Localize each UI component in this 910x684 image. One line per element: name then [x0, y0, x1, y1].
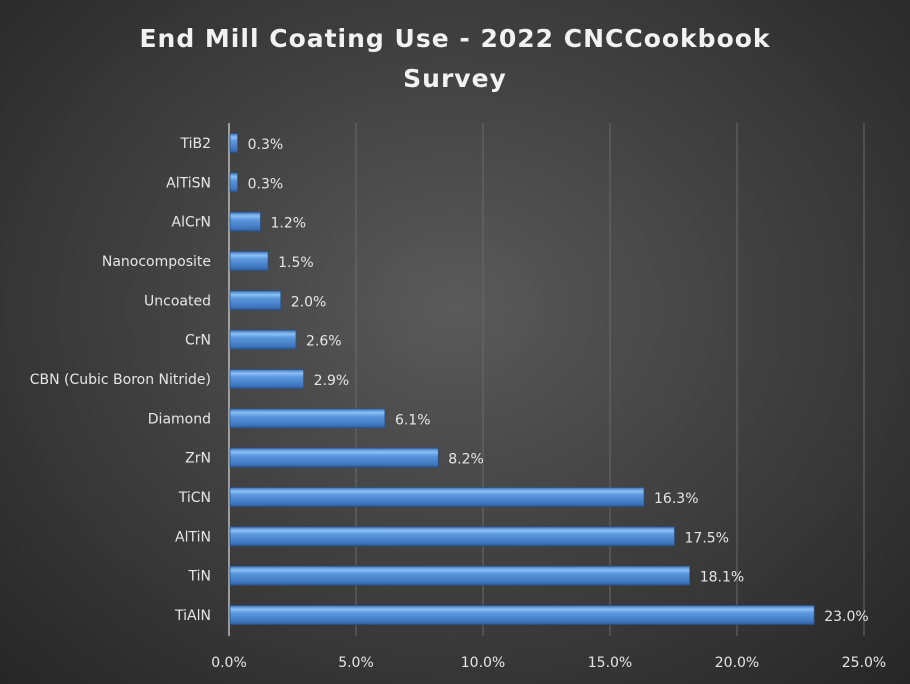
bar — [229, 172, 239, 193]
bar — [229, 605, 815, 625]
data-label: 16.3% — [654, 491, 698, 507]
category-label: Nanocomposite — [102, 254, 211, 270]
category-label: AlTiN — [175, 529, 211, 545]
bar — [229, 133, 239, 153]
data-label: 0.3% — [248, 137, 284, 153]
data-label: 18.1% — [700, 570, 744, 586]
data-label: 2.9% — [314, 373, 350, 389]
bar — [229, 526, 675, 547]
bar — [229, 447, 439, 468]
bar — [229, 369, 305, 389]
x-tick-label: 5.0% — [338, 655, 374, 671]
bar — [229, 329, 297, 350]
category-label: ZrN — [185, 451, 211, 467]
data-label: 6.1% — [395, 412, 431, 428]
bar — [229, 290, 282, 311]
category-label: AlCrN — [172, 215, 211, 231]
category-label: TiN — [188, 569, 211, 585]
category-label: CBN (Cubic Boron Nitride) — [30, 372, 211, 388]
category-label: AlTiSN — [166, 175, 211, 191]
category-label: TiCN — [178, 490, 211, 506]
bar — [229, 408, 386, 429]
category-label: TiAlN — [174, 608, 211, 624]
bar — [229, 565, 691, 586]
bar — [229, 487, 645, 507]
data-label: 23.0% — [824, 609, 868, 625]
x-tick-label: 15.0% — [588, 655, 632, 671]
data-label: 1.2% — [270, 216, 306, 232]
chart-title-line-1: End Mill Coating Use - 2022 CNCCookbook — [139, 24, 770, 53]
data-label: 8.2% — [448, 452, 484, 468]
x-tick-label: 20.0% — [715, 655, 759, 671]
chart-title-line-2: Survey — [403, 64, 507, 93]
category-label: CrN — [185, 333, 211, 349]
x-tick-label: 25.0% — [842, 655, 886, 671]
x-tick-label: 10.0% — [461, 655, 505, 671]
data-label: 17.5% — [685, 530, 729, 546]
data-label: 2.0% — [291, 294, 327, 310]
data-label: 0.3% — [248, 176, 284, 192]
category-label: TiB2 — [179, 136, 211, 152]
category-label: Diamond — [148, 411, 211, 427]
bar — [229, 211, 261, 232]
bar — [229, 251, 269, 271]
category-label: Uncoated — [144, 293, 211, 309]
data-label: 2.6% — [306, 334, 342, 350]
x-tick-label: 0.0% — [211, 655, 247, 671]
data-label: 1.5% — [278, 255, 314, 271]
